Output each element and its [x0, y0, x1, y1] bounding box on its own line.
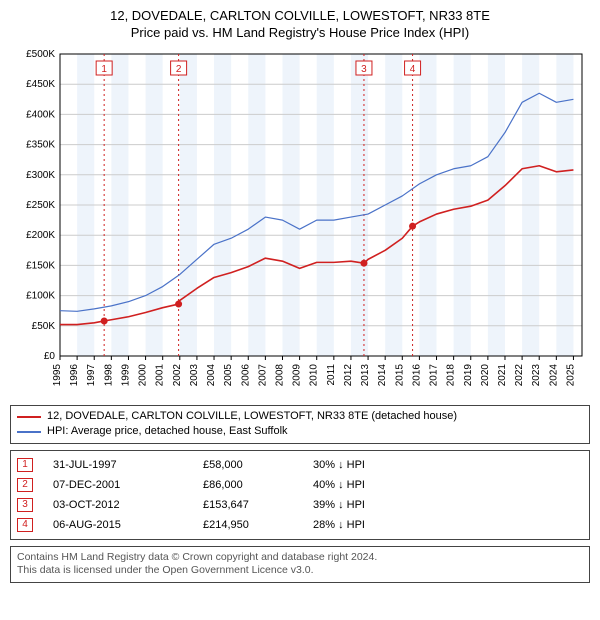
event-note: HPI	[347, 459, 365, 471]
legend-swatch	[17, 431, 41, 433]
svg-text:£350K: £350K	[26, 140, 55, 151]
footer-line-2: This data is licensed under the Open Gov…	[17, 564, 583, 578]
event-pct: 28%	[313, 519, 338, 531]
table-row: 4 06-AUG-2015£214,95028% ↓ HPI	[17, 515, 583, 535]
svg-text:2011: 2011	[326, 364, 337, 386]
event-note: HPI	[347, 519, 365, 531]
event-price: £86,000	[203, 475, 313, 495]
svg-text:2008: 2008	[274, 364, 285, 387]
svg-text:3: 3	[361, 64, 367, 75]
event-marker-box: 3	[17, 498, 33, 512]
table-row: 2 07-DEC-2001£86,00040% ↓ HPI	[17, 475, 583, 495]
table-row: 1 31-JUL-1997£58,00030% ↓ HPI	[17, 455, 583, 475]
event-marker-box: 2	[17, 478, 33, 492]
svg-text:2010: 2010	[309, 364, 320, 387]
svg-text:2000: 2000	[138, 364, 149, 387]
chart-svg: £0 £50K £100K £150K £200K £250K £300K £350K £400…	[10, 46, 590, 396]
svg-text:£100K: £100K	[26, 291, 55, 302]
svg-text:£300K: £300K	[26, 170, 55, 181]
svg-text:£250K: £250K	[26, 200, 55, 211]
svg-text:2004: 2004	[206, 364, 217, 387]
svg-text:2020: 2020	[480, 364, 491, 387]
svg-text:2001: 2001	[155, 364, 166, 387]
event-marker-box: 1	[17, 458, 33, 472]
svg-text:1995: 1995	[52, 364, 63, 387]
attribution-footer: Contains HM Land Registry data © Crown c…	[10, 546, 590, 583]
svg-text:2014: 2014	[377, 364, 388, 387]
svg-text:£400K: £400K	[26, 109, 55, 120]
svg-text:4: 4	[410, 64, 416, 75]
event-date: 07-DEC-2001	[53, 475, 203, 495]
event-price: £58,000	[203, 455, 313, 475]
svg-text:2021: 2021	[497, 364, 508, 387]
svg-text:2006: 2006	[240, 364, 251, 387]
svg-text:1997: 1997	[86, 364, 97, 387]
svg-text:2: 2	[176, 64, 182, 75]
page-subtitle: Price paid vs. HM Land Registry's House …	[10, 25, 590, 40]
svg-text:1999: 1999	[120, 364, 131, 387]
svg-text:2025: 2025	[565, 364, 576, 387]
events-table-box: 1 31-JUL-1997£58,00030% ↓ HPI 2 07-DEC-2001…	[10, 450, 590, 540]
table-row: 3 03-OCT-2012£153,64739% ↓ HPI	[17, 495, 583, 515]
legend-label: 12, DOVEDALE, CARLTON COLVILLE, LOWESTOF…	[47, 409, 457, 424]
event-price: £214,950	[203, 515, 313, 535]
page-title: 12, DOVEDALE, CARLTON COLVILLE, LOWESTOF…	[10, 8, 590, 23]
svg-text:1996: 1996	[69, 364, 80, 387]
svg-text:1: 1	[101, 64, 107, 75]
events-table: 1 31-JUL-1997£58,00030% ↓ HPI 2 07-DEC-2001…	[17, 455, 583, 535]
svg-text:2012: 2012	[343, 364, 354, 387]
event-date: 06-AUG-2015	[53, 515, 203, 535]
svg-text:2005: 2005	[223, 364, 234, 387]
event-price: £153,647	[203, 495, 313, 515]
event-pct: 40%	[313, 479, 338, 491]
svg-text:2015: 2015	[394, 364, 405, 387]
svg-text:£150K: £150K	[26, 260, 55, 271]
svg-text:2009: 2009	[292, 364, 303, 387]
arrow-down-icon: ↓	[338, 479, 347, 491]
svg-text:£500K: £500K	[26, 49, 55, 60]
svg-text:2016: 2016	[411, 364, 422, 387]
legend-swatch	[17, 416, 41, 418]
svg-text:1998: 1998	[103, 364, 114, 387]
svg-text:2023: 2023	[531, 364, 542, 387]
svg-text:£450K: £450K	[26, 79, 55, 90]
arrow-down-icon: ↓	[338, 519, 347, 531]
svg-text:£0: £0	[44, 351, 56, 362]
event-note: HPI	[347, 499, 365, 511]
svg-text:2013: 2013	[360, 364, 371, 387]
event-marker-box: 4	[17, 518, 33, 532]
legend-item: HPI: Average price, detached house, East…	[17, 424, 583, 439]
legend-item: 12, DOVEDALE, CARLTON COLVILLE, LOWESTOF…	[17, 409, 583, 424]
svg-text:2018: 2018	[446, 364, 457, 387]
svg-text:2024: 2024	[548, 364, 559, 387]
event-date: 31-JUL-1997	[53, 455, 203, 475]
svg-text:£200K: £200K	[26, 230, 55, 241]
event-date: 03-OCT-2012	[53, 495, 203, 515]
event-pct: 30%	[313, 459, 338, 471]
svg-text:2007: 2007	[257, 364, 268, 387]
arrow-down-icon: ↓	[338, 459, 347, 471]
event-pct: 39%	[313, 499, 338, 511]
svg-text:2003: 2003	[189, 364, 200, 387]
svg-text:2022: 2022	[514, 364, 525, 387]
legend-label: HPI: Average price, detached house, East…	[47, 424, 288, 439]
chart-legend: 12, DOVEDALE, CARLTON COLVILLE, LOWESTOF…	[10, 405, 590, 444]
svg-text:2002: 2002	[172, 364, 183, 387]
arrow-down-icon: ↓	[338, 499, 347, 511]
price-chart: £0 £50K £100K £150K £200K £250K £300K £350K £400…	[10, 46, 590, 401]
svg-text:2019: 2019	[463, 364, 474, 387]
svg-text:2017: 2017	[429, 364, 440, 387]
svg-text:£50K: £50K	[32, 321, 56, 332]
event-note: HPI	[347, 479, 365, 491]
footer-line-1: Contains HM Land Registry data © Crown c…	[17, 551, 583, 565]
